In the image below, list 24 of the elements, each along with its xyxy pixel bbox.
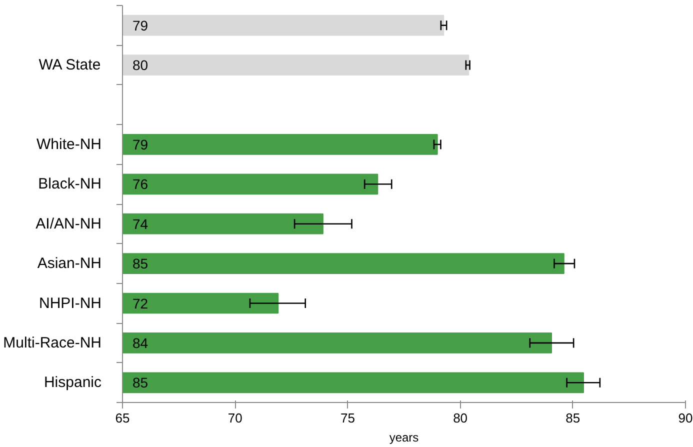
y-tick-label: AI/AN-NH — [36, 215, 102, 232]
x-tick-label: 85 — [566, 410, 580, 426]
y-tick-label: Hispanic — [44, 374, 102, 392]
data-label: 74 — [132, 216, 148, 232]
data-label: 72 — [132, 295, 148, 312]
y-tick-label: NHPI-NH — [39, 294, 102, 312]
y-tick-label: White-NH — [36, 136, 102, 153]
x-tick-label: 80 — [453, 410, 468, 426]
x-tick-label: 70 — [228, 410, 242, 426]
y-tick-label: Black-NH — [38, 176, 102, 193]
data-label: 79 — [132, 17, 148, 34]
data-label: 84 — [132, 334, 148, 351]
y-tick-label: Multi-Race-NH — [3, 334, 102, 352]
x-tick-label: 90 — [678, 410, 693, 426]
data-label: 80 — [132, 57, 148, 74]
x-tick-label: 65 — [115, 410, 130, 426]
data-label: 79 — [132, 136, 148, 152]
y-tick-label: Asian-NH — [37, 255, 102, 272]
data-label: 85 — [132, 256, 148, 272]
x-axis-title: years — [389, 430, 419, 444]
data-label: 76 — [132, 176, 148, 192]
data-label: 85 — [132, 374, 148, 391]
x-tick-label: 75 — [340, 410, 355, 426]
y-tick-label: WA State — [38, 56, 101, 74]
